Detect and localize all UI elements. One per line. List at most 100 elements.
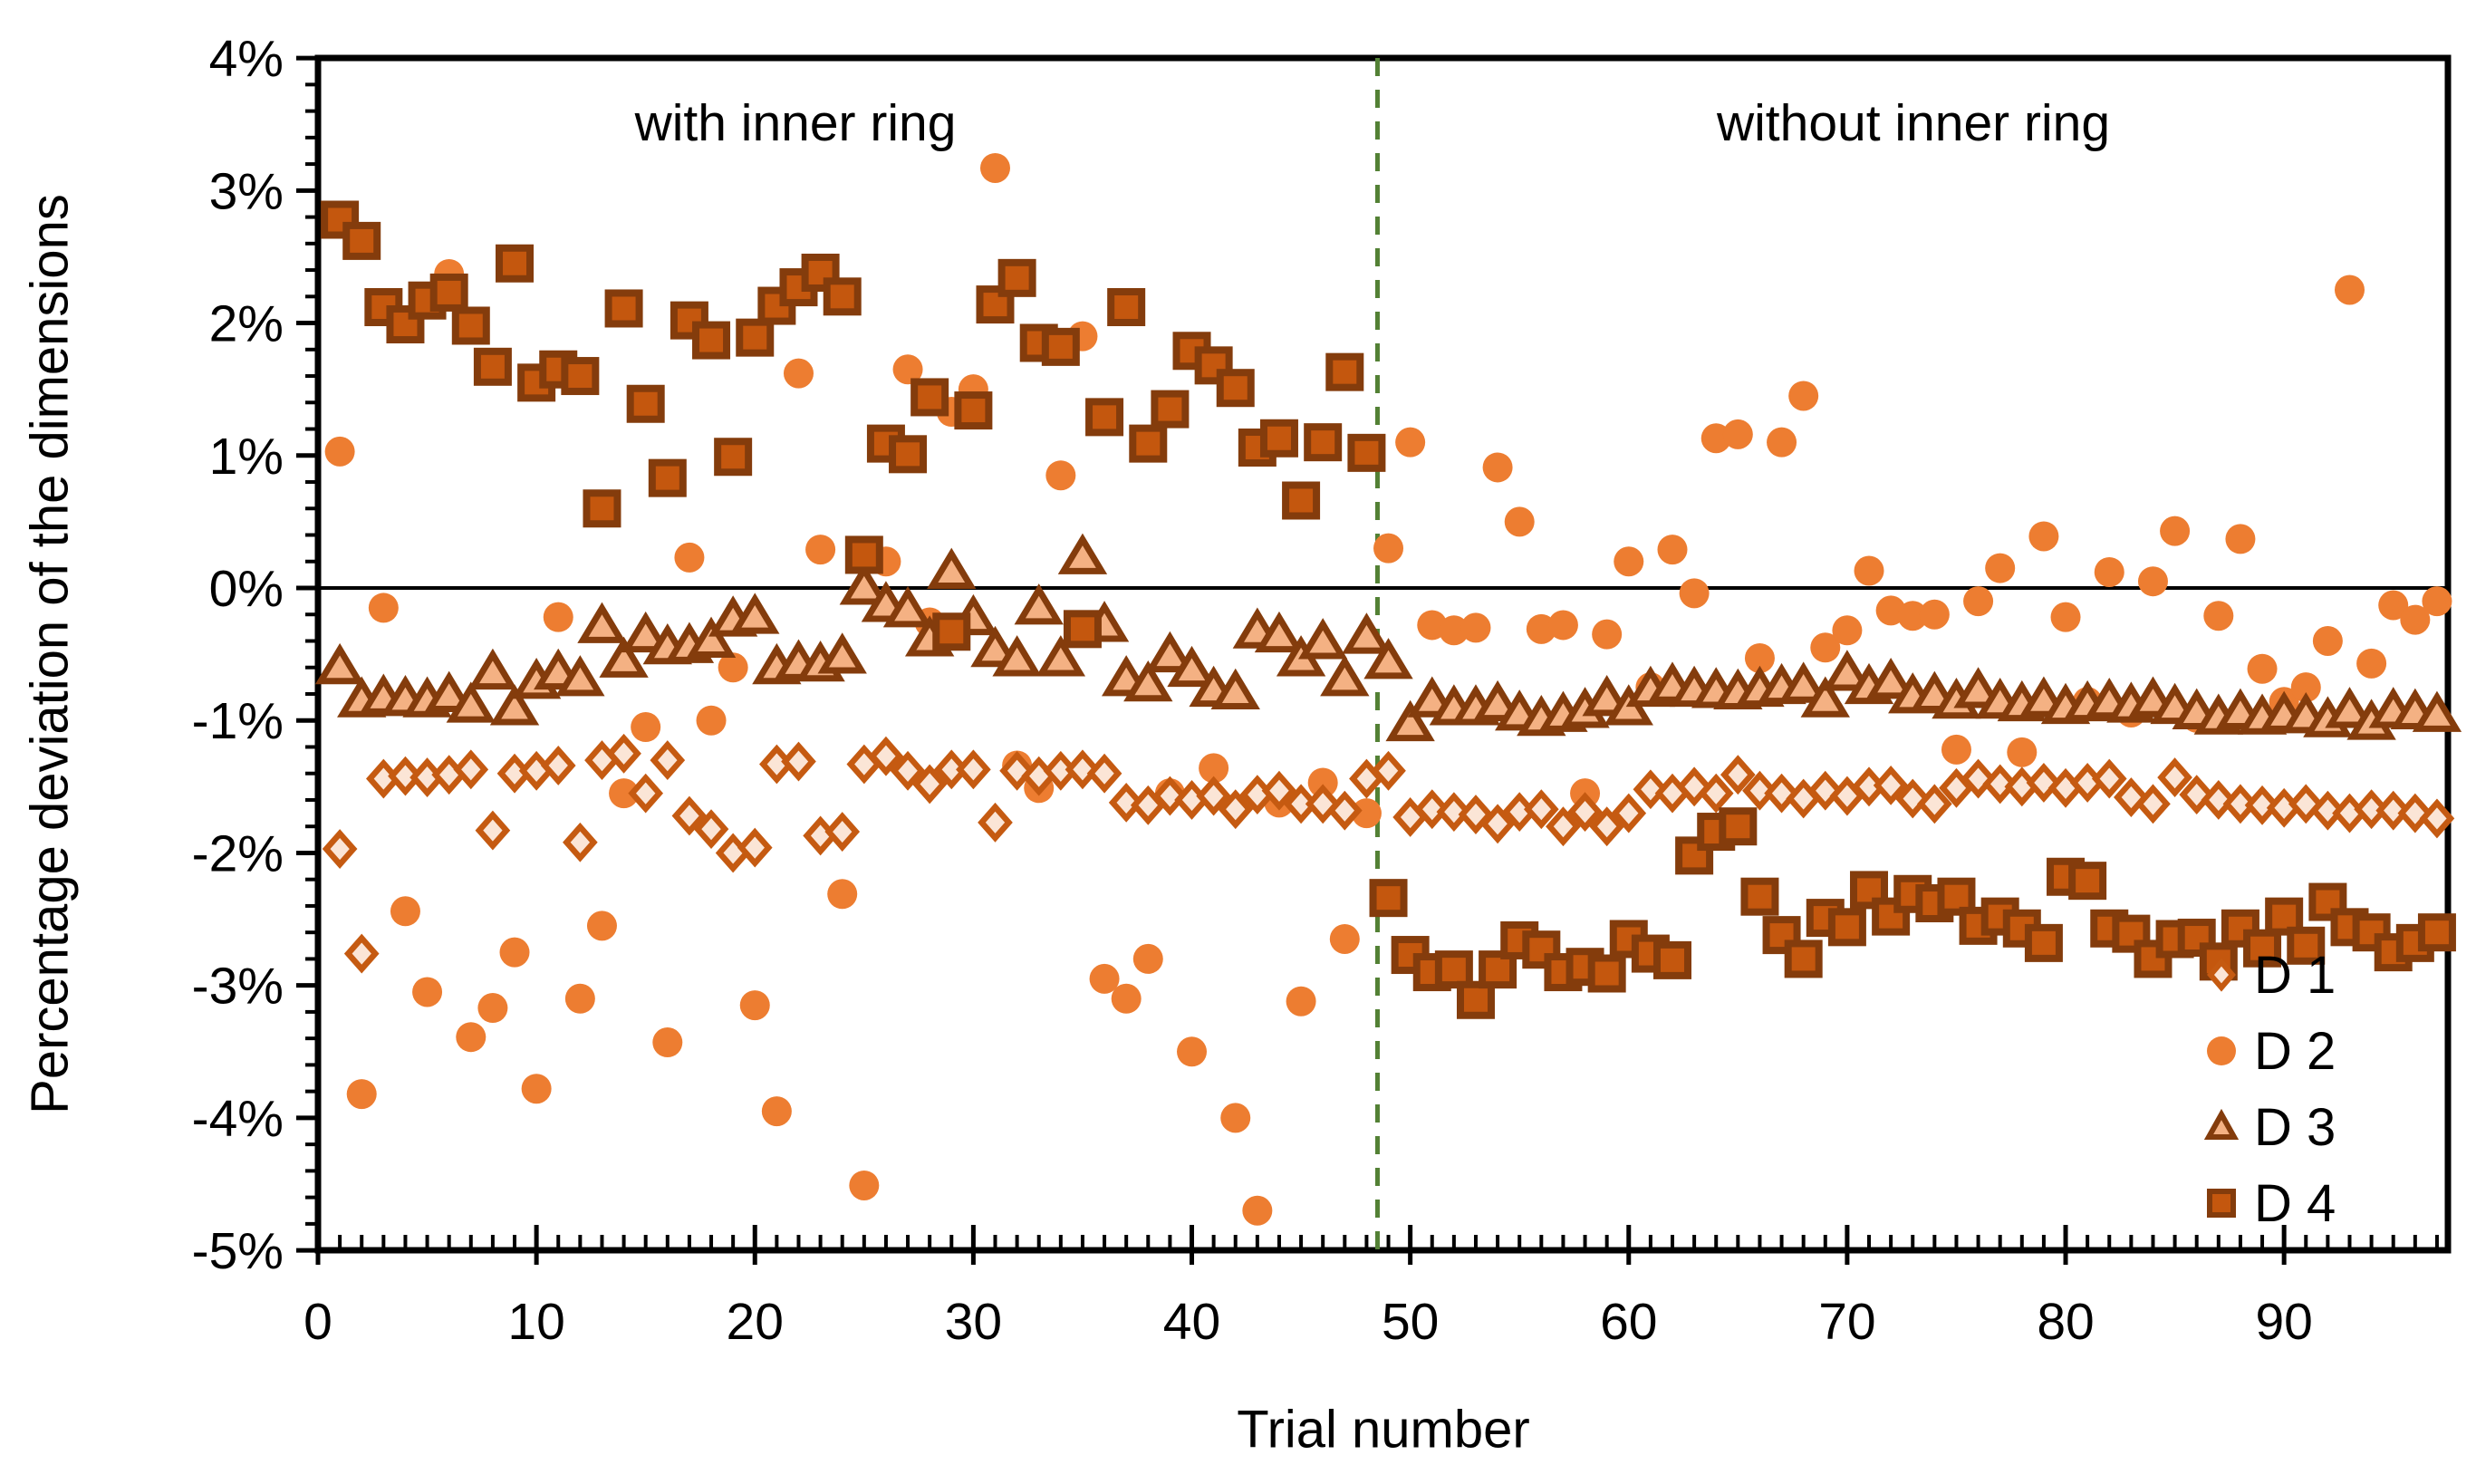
data-point-circle bbox=[1286, 986, 1316, 1017]
data-point-diamond bbox=[2157, 757, 2192, 798]
x-tick-label: 50 bbox=[1382, 1293, 1439, 1351]
data-point-circle bbox=[564, 983, 595, 1014]
data-point-circle bbox=[783, 358, 814, 389]
data-point-circle bbox=[1919, 599, 1950, 630]
data-point-triangle bbox=[1342, 612, 1392, 654]
data-point-circle bbox=[1897, 601, 1928, 631]
data-point-diamond bbox=[343, 933, 380, 974]
data-point-triangle bbox=[621, 611, 670, 653]
data-point-triangle bbox=[599, 636, 649, 678]
data-point-circle bbox=[1089, 963, 1120, 994]
data-point-circle bbox=[2160, 516, 2191, 546]
x-tick-label: 60 bbox=[1600, 1293, 1657, 1351]
data-point-diamond bbox=[1611, 793, 1647, 834]
data-point-diamond bbox=[2375, 790, 2412, 831]
data-point-diamond bbox=[388, 756, 423, 796]
data-point-square bbox=[561, 357, 600, 396]
data-point-triangle bbox=[1320, 655, 1370, 697]
x-tick-label: 20 bbox=[727, 1293, 784, 1351]
data-point-square bbox=[451, 306, 490, 345]
data-point-diamond bbox=[1065, 749, 1101, 790]
data-point-triangle bbox=[1865, 658, 1916, 699]
data-point-square bbox=[889, 435, 928, 474]
data-point-diamond bbox=[453, 749, 489, 790]
series-d1 bbox=[322, 733, 2455, 974]
y-tick-label: 1% bbox=[209, 428, 284, 486]
data-point-triangle bbox=[1822, 650, 1873, 691]
data-point-circle bbox=[1810, 632, 1841, 663]
data-point-circle bbox=[1985, 553, 2016, 583]
data-point-square bbox=[844, 535, 883, 574]
data-point-diamond bbox=[540, 746, 576, 785]
data-point-circle bbox=[2203, 601, 2234, 631]
data-point-diamond bbox=[2419, 798, 2455, 839]
data-point-triangle bbox=[1254, 611, 1305, 653]
data-point-diamond bbox=[2135, 784, 2171, 824]
data-point-circle bbox=[2400, 604, 2431, 635]
data-point-diamond bbox=[1523, 789, 1559, 830]
data-point-diamond bbox=[1873, 765, 1909, 805]
y-tick-label: 0% bbox=[209, 560, 284, 618]
data-point-circle bbox=[2290, 672, 2321, 703]
data-point-triangle bbox=[446, 681, 496, 723]
data-point-diamond bbox=[322, 829, 358, 869]
data-point-triangle bbox=[314, 642, 365, 685]
data-point-square bbox=[1194, 346, 1233, 385]
data-point-diamond bbox=[1698, 773, 1734, 814]
data-point-circle bbox=[1439, 615, 1469, 646]
data-point-diamond bbox=[1720, 755, 1756, 795]
data-point-diamond bbox=[1742, 770, 1778, 811]
data-point-circle bbox=[2028, 521, 2059, 552]
data-point-diamond bbox=[1414, 789, 1450, 830]
data-point-triangle bbox=[1167, 645, 1217, 688]
data-point-circle bbox=[2247, 653, 2278, 684]
data-point-circle bbox=[849, 1170, 880, 1200]
data-point-square bbox=[2417, 913, 2456, 952]
legend-label-d2: D 2 bbox=[2254, 1021, 2336, 1081]
data-point-circle bbox=[1854, 555, 1884, 586]
data-point-square bbox=[1259, 419, 1298, 458]
data-point-diamond bbox=[650, 740, 686, 781]
data-point-circle bbox=[805, 535, 836, 565]
data-point-square bbox=[1784, 940, 1823, 978]
data-point-diamond bbox=[1326, 790, 1363, 831]
data-point-circle bbox=[631, 712, 661, 743]
series-d3 bbox=[314, 533, 2462, 742]
data-point-diamond bbox=[1633, 769, 1669, 810]
plot-frame bbox=[314, 54, 2452, 1254]
data-point-square bbox=[583, 489, 621, 528]
data-point-diamond bbox=[2091, 758, 2127, 799]
data-point-circle bbox=[1351, 798, 1382, 829]
data-point-circle bbox=[892, 354, 923, 385]
data-point-circle bbox=[979, 152, 1010, 183]
data-point-square bbox=[1740, 877, 1779, 916]
data-point-circle bbox=[1504, 506, 1535, 537]
y-tick-label: -3% bbox=[192, 958, 284, 1016]
data-point-diamond bbox=[868, 736, 904, 776]
data-point-circle bbox=[1657, 535, 1688, 565]
data-point-diamond bbox=[1982, 764, 2018, 805]
legend: D 1 D 2 D 3 D 4 bbox=[2201, 946, 2336, 1233]
legend-item-d4: D 4 bbox=[2201, 1174, 2336, 1233]
y-axis-title: Percentage deviation of the dimensions bbox=[20, 194, 80, 1114]
data-point-diamond bbox=[2354, 789, 2389, 830]
x-tick-label: 30 bbox=[945, 1293, 1002, 1351]
data-point-square bbox=[626, 384, 665, 423]
data-point-circle bbox=[1941, 734, 1971, 765]
data-point-diamond bbox=[2244, 785, 2280, 825]
y-tick-label: 4% bbox=[209, 30, 284, 88]
data-point-circle bbox=[1045, 460, 1076, 491]
data-point-circle bbox=[2378, 590, 2409, 621]
data-point-triangle bbox=[1298, 618, 1348, 660]
data-point-circle bbox=[652, 1027, 683, 1058]
data-point-square bbox=[1479, 950, 1517, 989]
d2-circle-marker-icon bbox=[2201, 1031, 2241, 1071]
data-point-triangle bbox=[927, 547, 977, 589]
data-point-circle bbox=[696, 705, 727, 736]
data-point-triangle bbox=[1953, 667, 2003, 708]
legend-item-d2: D 2 bbox=[2201, 1022, 2336, 1081]
data-point-circle bbox=[674, 542, 705, 573]
y-tick-label: 2% bbox=[209, 295, 284, 353]
data-point-square bbox=[1129, 424, 1168, 463]
